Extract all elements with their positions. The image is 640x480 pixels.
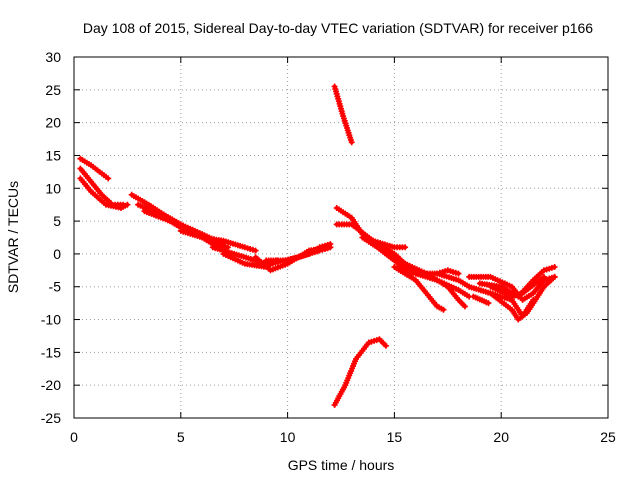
series-track-3 — [77, 175, 131, 211]
data-point — [461, 303, 468, 310]
data-point — [124, 201, 131, 208]
data-point — [455, 270, 462, 277]
y-tick-label: 15 — [45, 147, 61, 163]
y-tick-label: 5 — [53, 213, 61, 229]
series-track-6 — [141, 208, 231, 251]
series-line-track-14 — [332, 337, 388, 407]
y-tick-label: -10 — [41, 312, 61, 328]
series-layer — [77, 83, 558, 408]
y-tick-label: 10 — [45, 180, 61, 196]
series-track-22 — [402, 260, 468, 310]
x-tick-label: 10 — [280, 429, 296, 445]
series-track-26 — [470, 293, 492, 307]
series-track-7 — [177, 227, 259, 254]
grid — [74, 57, 608, 418]
x-tick-label: 25 — [600, 429, 616, 445]
data-point — [402, 244, 409, 251]
plot-frame — [73, 56, 609, 419]
y-tick-label: -20 — [41, 377, 61, 393]
data-point — [551, 273, 558, 280]
data-point — [252, 247, 259, 254]
chart-title: Day 108 of 2015, Sidereal Day-to-day VTE… — [83, 20, 593, 36]
y-tick-label: 20 — [45, 115, 61, 131]
y-tick-label: 0 — [53, 246, 61, 262]
data-point — [382, 342, 389, 349]
x-tick-label: 5 — [177, 429, 185, 445]
y-tick-label: 25 — [45, 82, 61, 98]
axes: 0 5 10 15 20 25 -25 -20 -15 -10 -5 0 5 10 15 20 25 30 — [41, 49, 616, 445]
series-track-12 — [267, 244, 334, 267]
series-track-13 — [331, 83, 355, 146]
data-point — [485, 300, 492, 307]
x-axis-label: GPS time / hours — [288, 457, 395, 473]
x-tick-label: 0 — [70, 429, 78, 445]
data-point — [348, 139, 355, 146]
y-tick-label: -25 — [41, 410, 61, 426]
series-track-14 — [331, 336, 389, 408]
y-axis-label: SDTVAR / TECUs — [5, 181, 21, 293]
series-track-29 — [487, 290, 537, 320]
series-track-23 — [434, 267, 462, 277]
series-track-1 — [77, 155, 112, 182]
data-point — [327, 244, 334, 251]
data-point — [540, 273, 547, 280]
x-tick-label: 20 — [493, 429, 509, 445]
y-tick-label: -5 — [49, 279, 62, 295]
y-tick-label: 30 — [45, 49, 61, 65]
data-point — [440, 306, 447, 313]
y-tick-label: -15 — [41, 344, 61, 360]
series-track-28 — [487, 273, 547, 300]
data-point — [105, 175, 112, 182]
x-tick-label: 15 — [387, 429, 403, 445]
series-track-2 — [77, 165, 127, 208]
series-track-18 — [370, 237, 409, 251]
data-point — [551, 264, 558, 270]
data-point — [530, 296, 537, 303]
